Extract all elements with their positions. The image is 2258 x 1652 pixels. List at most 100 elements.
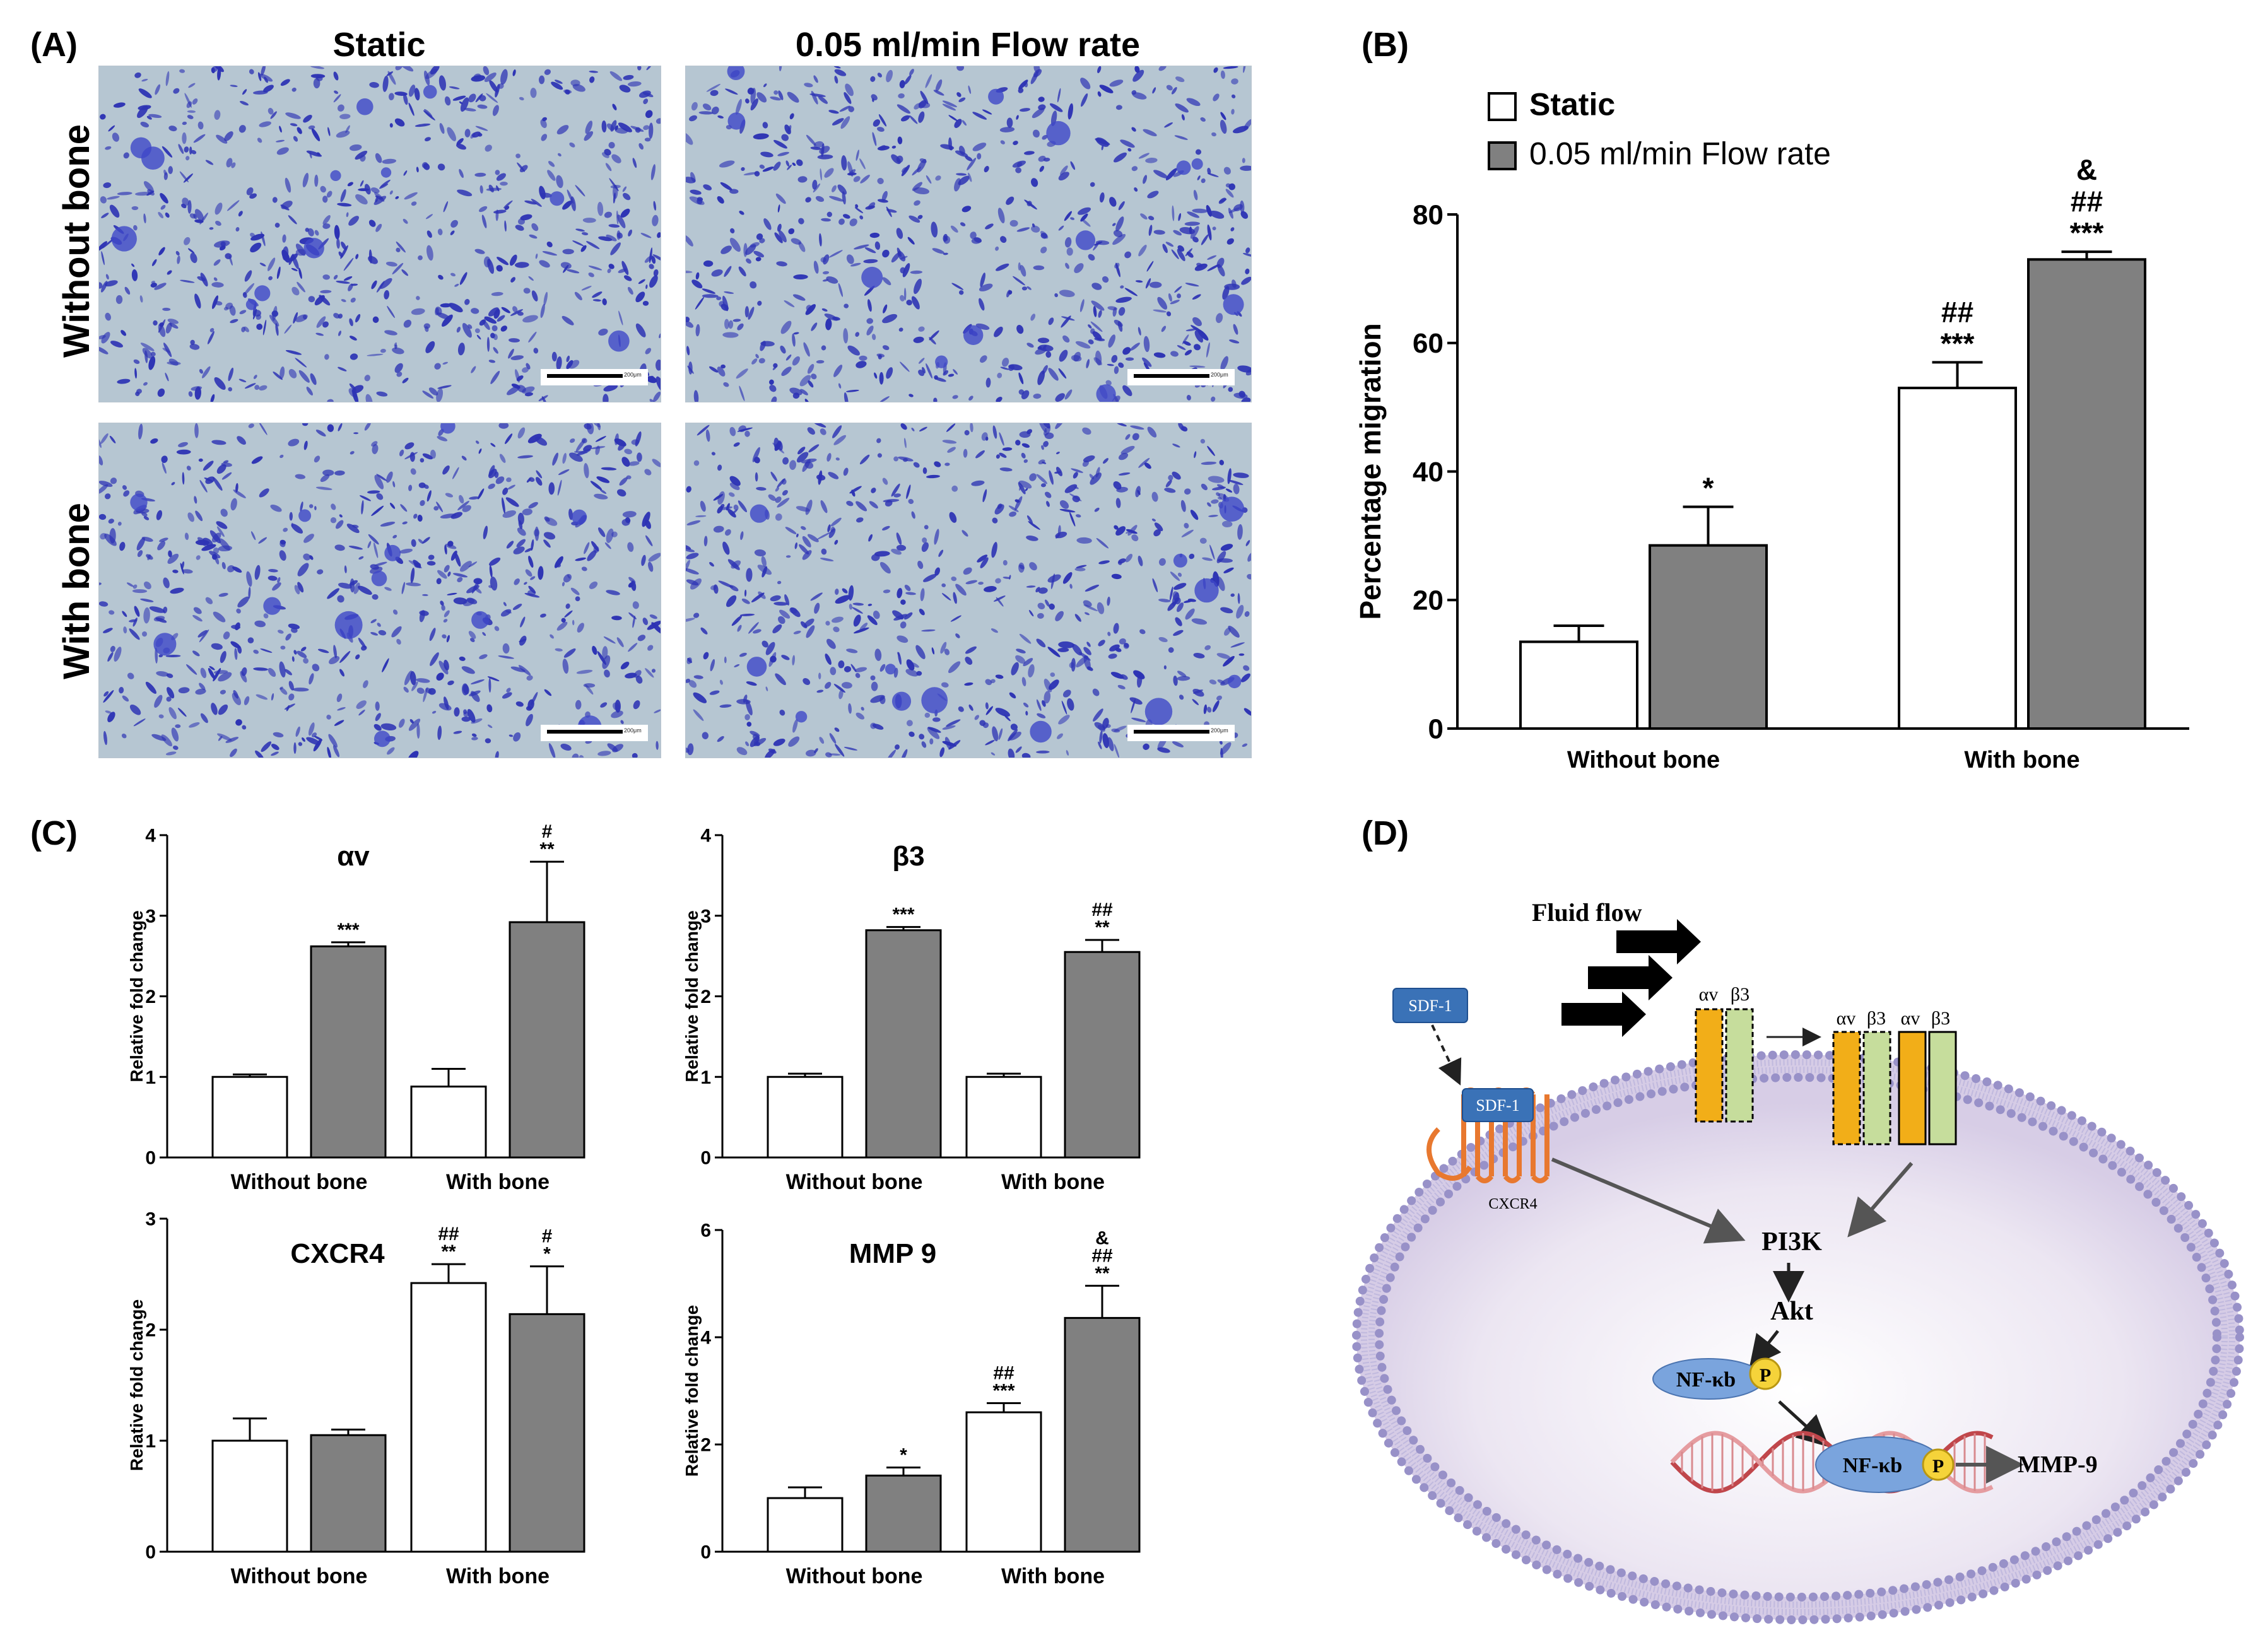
legend-swatch <box>1488 141 1517 170</box>
scale-bar: 200μm <box>541 725 648 741</box>
y-axis-label: Relative fold change <box>127 1299 146 1471</box>
y-tick-label: 4 <box>700 1328 711 1349</box>
y-tick-label: 0 <box>145 1542 156 1563</box>
y-axis-label: Relative fold change <box>682 910 702 1082</box>
integrin-inactive: αv β3 <box>1695 984 1754 1123</box>
significance-label: & <box>2076 153 2097 186</box>
significance-label: *** <box>1941 327 1975 360</box>
beta-3-label: β3 <box>1867 1008 1886 1029</box>
mmp9-bar-chart: 0 2 4 6 Relative fold change MMP 9 * Without bo… <box>682 1221 1141 1588</box>
y-tick-label: 4 <box>700 826 711 847</box>
significance-label: *** <box>992 1381 1014 1402</box>
significance-label: # <box>542 1226 553 1247</box>
legend-label: Static <box>1529 86 1615 122</box>
significance-label: ## <box>438 1224 459 1245</box>
sdf1-bound-label: SDF-1 <box>1476 1096 1519 1115</box>
significance-label: * <box>543 1244 551 1265</box>
pi3k-label: PI3K <box>1761 1227 1822 1257</box>
mmp9-label: MMP-9 <box>2018 1451 2098 1478</box>
micrograph-flow-without-bone: 200μm <box>685 66 1252 402</box>
y-tick-label: 6 <box>700 1221 711 1241</box>
nfkb-phospho-cytoplasm: NF-κb P <box>1652 1357 1782 1400</box>
y-tick-label: 2 <box>700 987 711 1007</box>
micrograph-flow-with-bone: 200μm <box>685 423 1252 758</box>
y-tick-label: 20 <box>1413 585 1444 616</box>
category-label: With bone <box>446 1170 550 1194</box>
akt-label: Akt <box>1770 1297 1813 1326</box>
y-tick-label: 0 <box>1428 713 1444 744</box>
y-tick-label: 40 <box>1413 457 1444 488</box>
y-axis-label: Percentage migration <box>1354 323 1387 619</box>
significance-label: ## <box>1091 899 1113 920</box>
row-header-without-bone: Without bone <box>56 124 97 358</box>
significance-label: ## <box>2071 185 2103 218</box>
significance-label: *** <box>2070 216 2104 249</box>
legend-swatch <box>1488 92 1517 121</box>
scale-bar: 200μm <box>541 369 648 385</box>
scale-bar-label: 200μm <box>1211 727 1228 734</box>
y-tick-label: 4 <box>145 826 156 847</box>
bar <box>1649 544 1768 730</box>
significance-label: ** <box>1095 1263 1110 1284</box>
panel-d-label: (D) <box>1361 814 1409 852</box>
bar <box>1064 1316 1141 1553</box>
significance-label: ** <box>539 839 555 860</box>
alpha-v-label: αv <box>1901 1008 1920 1029</box>
bar <box>865 1474 942 1553</box>
category-label: With bone <box>446 1564 550 1588</box>
category-label: Without bone <box>231 1564 368 1588</box>
panel-b-label: (B) <box>1361 26 1409 64</box>
chart-title: CXCR4 <box>290 1238 385 1269</box>
y-tick-label: 3 <box>700 906 711 927</box>
micrograph-static-without-bone: 200μm <box>98 66 661 402</box>
integrin-clustered: αv β3 αv β3 <box>1832 1008 1957 1145</box>
micrograph-static-with-bone: 200μm <box>98 423 661 758</box>
significance-label: ## <box>993 1363 1014 1384</box>
chart-title: MMP 9 <box>849 1238 937 1269</box>
y-axis-label: Relative fold change <box>682 1305 702 1477</box>
bar <box>211 1439 288 1553</box>
column-header-flow: 0.05 ml/min Flow rate <box>795 26 1141 64</box>
y-tick-label: 1 <box>145 1431 156 1452</box>
migration-bar-chart: 0 20 40 60 80 Percentage migration * Without bo… <box>1354 86 2189 773</box>
beta-3-label: β3 <box>1931 1008 1950 1029</box>
significance-label: ** <box>441 1241 456 1262</box>
bar <box>767 1497 844 1553</box>
category-label: Without bone <box>231 1170 368 1194</box>
chart-title: αv <box>337 841 370 872</box>
bar <box>310 1434 387 1553</box>
flow-arrow-icon <box>1561 919 1701 1037</box>
y-tick-label: 3 <box>145 906 156 927</box>
bar <box>767 1075 844 1159</box>
bar <box>509 1313 585 1553</box>
bar <box>965 1411 1042 1553</box>
significance-label: * <box>1703 472 1714 505</box>
significance-label: *** <box>337 920 359 940</box>
y-tick-label: 0 <box>145 1148 156 1169</box>
significance-label: * <box>900 1445 907 1466</box>
category-label: Without bone <box>786 1564 923 1588</box>
column-header-static: Static <box>332 26 426 64</box>
chart-title: β3 <box>892 841 924 872</box>
bar <box>1519 640 1638 730</box>
y-tick-label: 2 <box>700 1435 711 1456</box>
bar <box>1898 387 2017 730</box>
alpha-v-label: αv <box>1837 1008 1856 1029</box>
phospho-label: P <box>1760 1365 1771 1386</box>
significance-label: & <box>1095 1227 1109 1248</box>
y-tick-label: 80 <box>1413 199 1444 230</box>
alpha-v-label: αv <box>1699 984 1719 1005</box>
cxcr4-bar-chart: 0 1 2 3 Relative fold change CXCR4 Without bon… <box>127 1211 585 1588</box>
signaling-pathway-diagram: Fluid flow SDF-1 SDF-1 CXCR4 αv β3 αv β3… <box>1352 898 2244 1624</box>
y-tick-label: 1 <box>700 1067 711 1088</box>
beta-3-bar-chart: 0 1 2 3 4 Relative fold change β3 *** Without bo… <box>682 826 1141 1194</box>
significance-label: ** <box>1095 917 1110 938</box>
beta-3-label: β3 <box>1731 984 1749 1005</box>
sdf1-ligand: SDF-1 <box>1392 988 1468 1023</box>
bar <box>211 1075 288 1159</box>
scale-bar-label: 200μm <box>624 372 642 378</box>
y-tick-label: 1 <box>145 1067 156 1088</box>
bar <box>1064 951 1141 1159</box>
category-label: With bone <box>1001 1564 1105 1588</box>
bar <box>2027 258 2146 730</box>
